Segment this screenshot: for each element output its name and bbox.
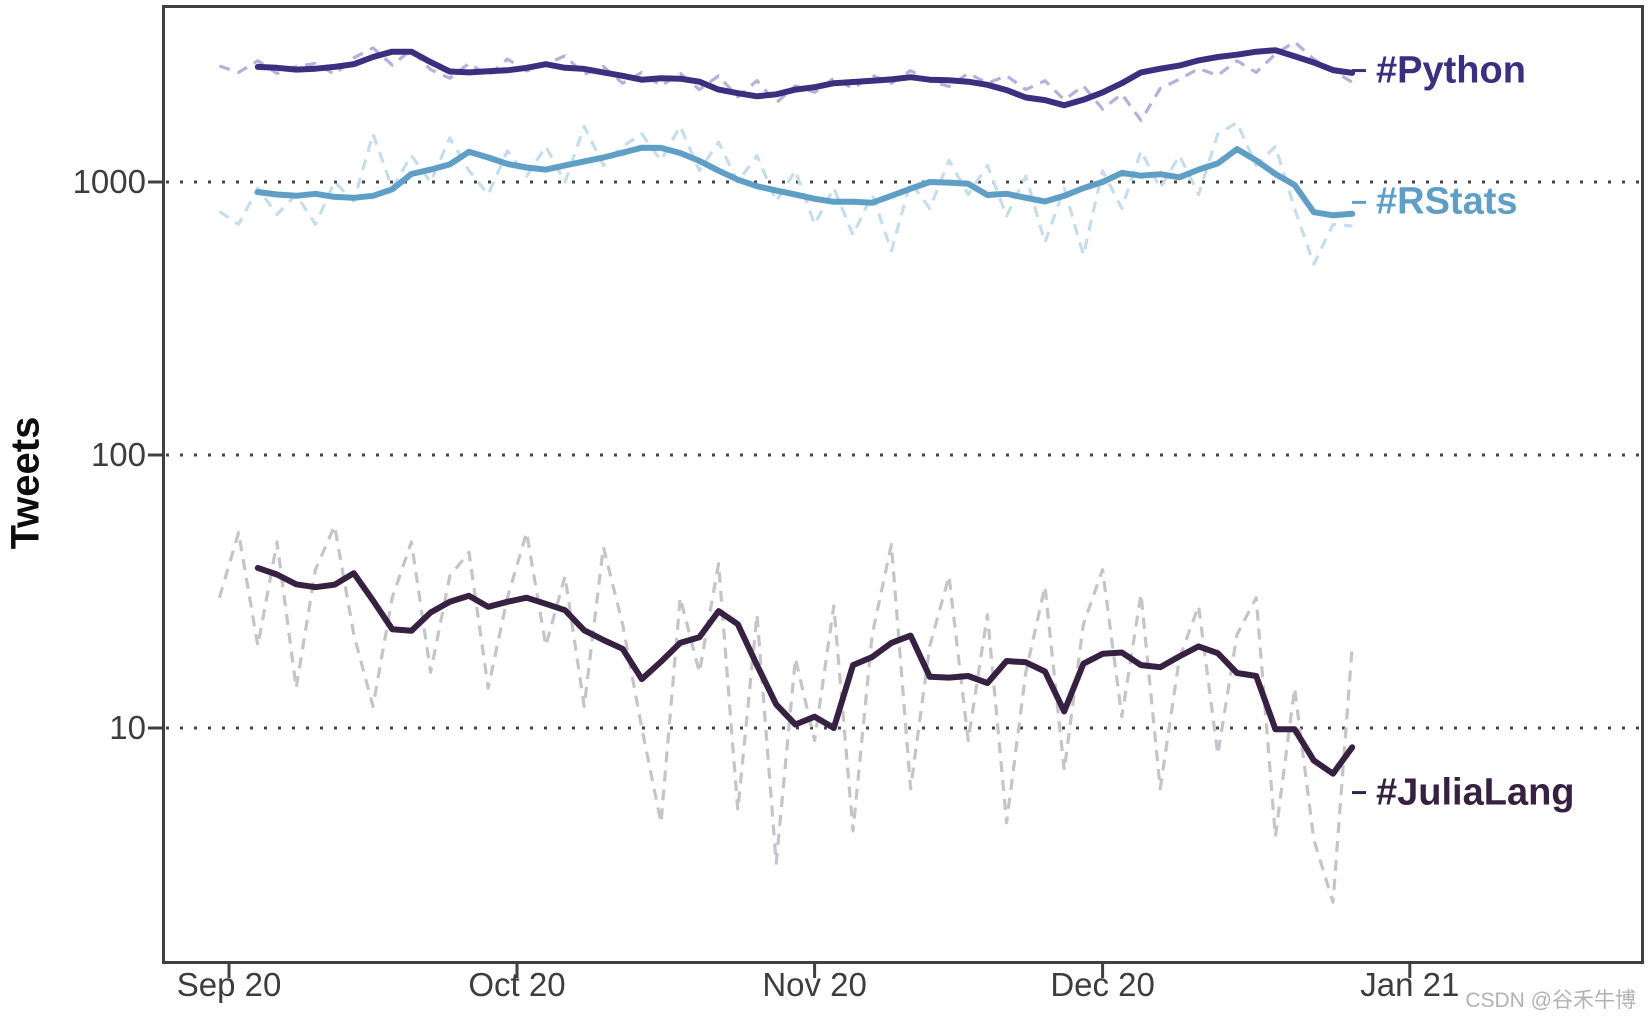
axis-ticks bbox=[148, 180, 1412, 978]
y-tick-label-100: 100 bbox=[90, 436, 146, 473]
x-tick-label-jan21: Jan 21 bbox=[1360, 966, 1460, 1003]
x-tick-label-dec20: Dec 20 bbox=[1050, 966, 1155, 1003]
x-tick-label-sep20: Sep 20 bbox=[176, 966, 282, 1003]
watermark-text: CSDN @谷禾牛博 bbox=[1465, 989, 1636, 1012]
x-tick-label-nov20: Nov 20 bbox=[762, 966, 867, 1003]
line-julia_solid bbox=[254, 564, 1356, 777]
series-label-rstats: #RStats bbox=[1376, 180, 1518, 223]
gridlines bbox=[166, 180, 1641, 730]
line-rstats_raw bbox=[218, 120, 1353, 266]
y-tick-label-10: 10 bbox=[109, 709, 146, 746]
series-label-julialang: #JuliaLang bbox=[1376, 771, 1575, 814]
label-leader-dashes bbox=[1352, 69, 1366, 795]
line-julia_raw bbox=[217, 524, 1354, 904]
series-lines bbox=[217, 40, 1356, 904]
x-tick-label-oct20: Oct 20 bbox=[468, 966, 566, 1003]
y-tick-label-1000: 1000 bbox=[72, 163, 146, 200]
plot-panel-border bbox=[162, 5, 1644, 964]
line-rstats_solid bbox=[254, 144, 1356, 219]
series-label-python: #Python bbox=[1376, 49, 1526, 92]
line-python_solid bbox=[254, 47, 1356, 109]
